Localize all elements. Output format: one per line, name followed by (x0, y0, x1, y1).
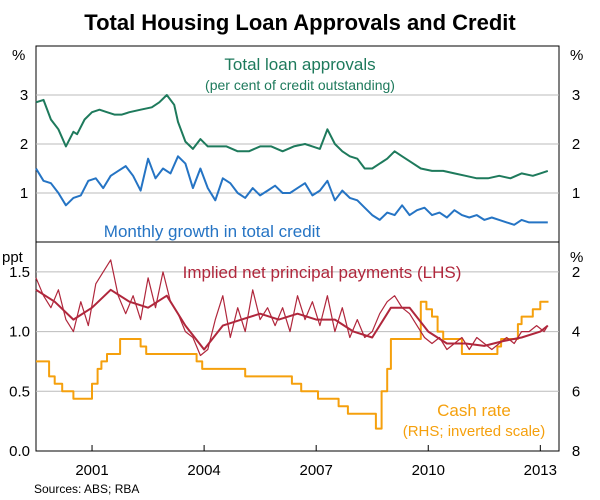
cash-rate-label: Cash rate (437, 401, 511, 420)
series-cash-rate-line (36, 300, 549, 430)
series-total-loan-approvals-line (35, 94, 549, 180)
bottom-ytick-right: 6 (572, 383, 580, 400)
bottom-panel-frame (35, 241, 560, 452)
x-tick-label: 2001 (75, 462, 108, 479)
series-monthly-credit-growth-line (35, 155, 548, 226)
top-ytick-right: 2 (572, 136, 580, 153)
series-implied-net-principal-payments-smoothed-line (35, 288, 549, 351)
top-ytick-right: 1 (572, 185, 580, 202)
x-tick-label: 2013 (524, 462, 557, 479)
bottom-ytick-left: 1.0 (9, 324, 30, 341)
bottom-panel: 0.0 0.5 1.0 1.5 2 4 6 8 2001 2004 2007 2010 2013 p… (2, 241, 583, 479)
top-panel: 1 1 2 2 3 3 % % Total loan approvals (per cen… (12, 45, 583, 243)
bottom-ytick-left: 0.0 (9, 443, 30, 460)
cash-rate-sublabel: (RHS; inverted scale) (403, 423, 546, 440)
credit-label: Monthly growth in total credit (104, 222, 321, 241)
principal-label: Implied net principal payments (LHS) (183, 263, 462, 282)
bottom-y-axis-left-ticks: 0.0 0.5 1.0 1.5 (9, 264, 30, 460)
top-y-axis-ticks: 1 1 2 2 3 3 (20, 87, 580, 202)
top-ytick-left: 1 (20, 185, 28, 202)
bottom-ytick-right: 4 (572, 324, 580, 341)
top-ylabel-right: % (570, 47, 583, 64)
x-tick-label: 2010 (412, 462, 445, 479)
top-ytick-left: 2 (20, 136, 28, 153)
bottom-ylabel-right: % (570, 249, 583, 266)
approvals-sublabel: (per cent of credit outstanding) (205, 77, 395, 93)
source-note: Sources: ABS; RBA (34, 482, 139, 496)
bottom-ylabel-left: ppt (2, 249, 24, 266)
bottom-ytick-left: 0.5 (9, 383, 30, 400)
bottom-series (35, 259, 549, 430)
top-series (35, 94, 549, 226)
bottom-ytick-right: 2 (572, 264, 580, 281)
approvals-label: Total loan approvals (224, 55, 375, 74)
bottom-ytick-left: 1.5 (9, 264, 30, 281)
chart-title: Total Housing Loan Approvals and Credit (84, 10, 516, 35)
bottom-y-axis-right-ticks: 2 4 6 8 (572, 264, 580, 460)
x-tick-label: 2004 (187, 462, 220, 479)
bottom-gridlines (36, 271, 559, 392)
x-axis-ticks: 2001 2004 2007 2010 2013 (75, 445, 557, 479)
top-ytick-left: 3 (20, 87, 28, 104)
x-tick-label: 2007 (299, 462, 332, 479)
top-ylabel-left: % (12, 47, 25, 64)
top-gridlines (36, 94, 559, 194)
top-ytick-right: 3 (572, 87, 580, 104)
bottom-ytick-right: 8 (572, 443, 580, 460)
